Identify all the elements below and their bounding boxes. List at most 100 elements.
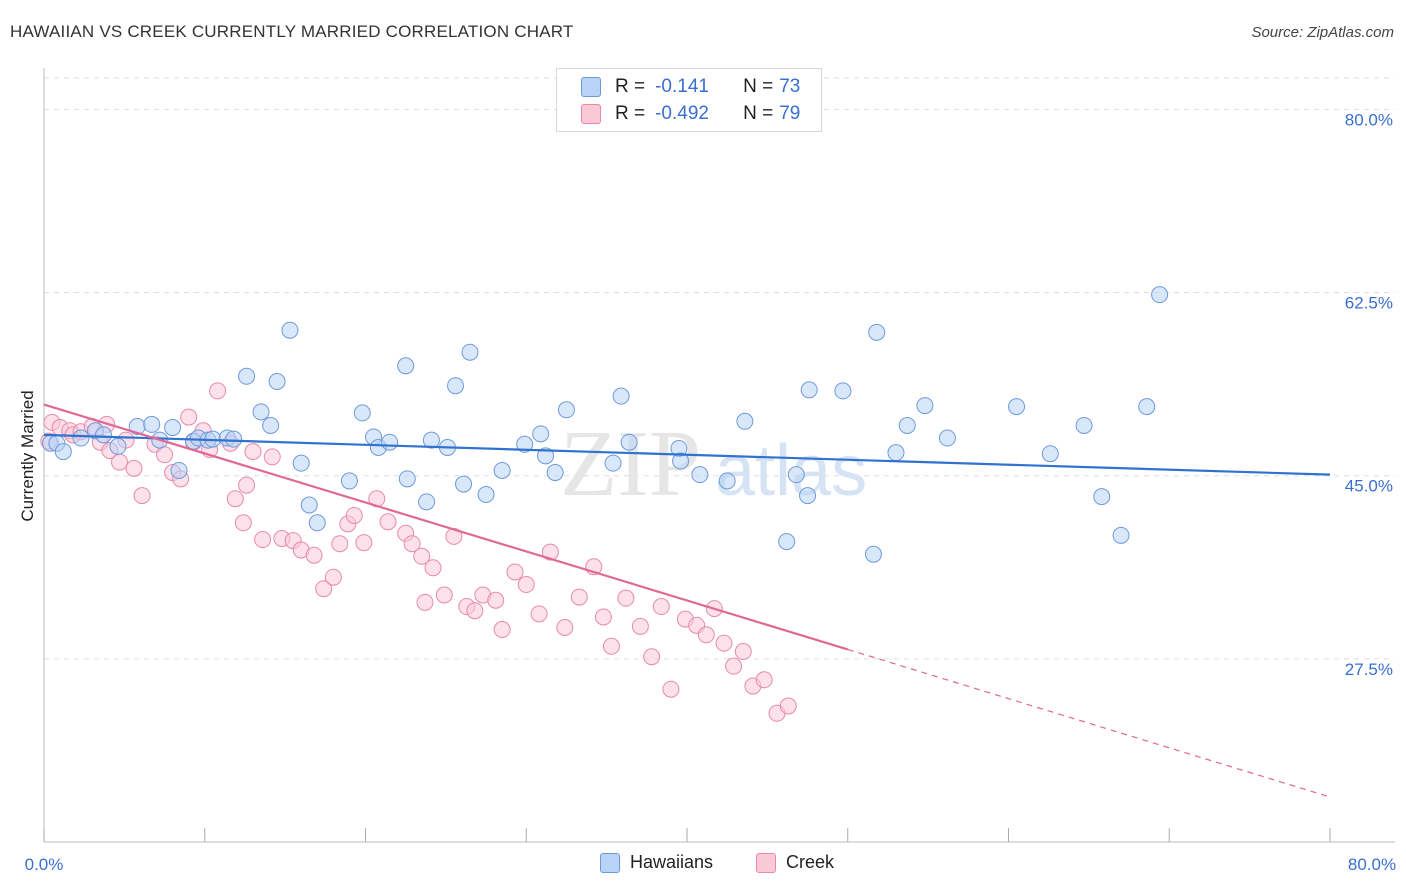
creek-point bbox=[345, 506, 363, 524]
creek-point bbox=[435, 586, 453, 604]
trend-lines bbox=[43, 403, 1331, 798]
hawaiian-point bbox=[800, 381, 818, 399]
creek-point bbox=[238, 476, 256, 494]
chart-source: Source: ZipAtlas.com bbox=[1251, 24, 1394, 41]
hawaiian-point bbox=[864, 545, 882, 563]
creek-point bbox=[156, 446, 174, 464]
hawaiian-point bbox=[736, 412, 754, 430]
hawaiian-point bbox=[225, 430, 243, 448]
hawaiian-point bbox=[397, 357, 415, 375]
hawaiian-point bbox=[353, 404, 371, 422]
hawaiian-point bbox=[1151, 286, 1169, 304]
chart-title: HAWAIIAN VS CREEK CURRENTLY MARRIED CORR… bbox=[10, 22, 574, 41]
creek-point bbox=[403, 535, 421, 553]
creek-point bbox=[556, 618, 574, 636]
hawaiian-point bbox=[1008, 398, 1026, 416]
creek-point bbox=[715, 634, 733, 652]
creek-point bbox=[662, 680, 680, 698]
y-tick-label: 62.5% bbox=[1345, 294, 1393, 313]
hawaiian-point bbox=[170, 461, 188, 479]
creek-point bbox=[643, 648, 661, 666]
hawaiian-point bbox=[778, 533, 796, 551]
legend-n-value: 79 bbox=[779, 103, 801, 124]
hawaiian-point bbox=[281, 321, 299, 339]
hawaiian-point bbox=[1041, 445, 1059, 463]
hawaiians-trend-line bbox=[43, 433, 1331, 476]
legend-row-hawaiians: R = -0.141 N = 73 bbox=[581, 74, 800, 100]
hawaiian-point bbox=[72, 429, 90, 447]
hawaiian-point bbox=[268, 373, 286, 391]
hawaiian-point bbox=[868, 323, 886, 341]
hawaiian-point bbox=[398, 470, 416, 488]
legend-row-creek: R = -0.492 N = 79 bbox=[581, 101, 800, 127]
creek-trend-extension bbox=[847, 648, 1331, 798]
creek-point bbox=[226, 490, 244, 508]
hawaiian-point bbox=[461, 343, 479, 361]
creek-point bbox=[315, 580, 333, 598]
hawaiian-point bbox=[620, 433, 638, 451]
legend-n-label: N = bbox=[743, 76, 774, 97]
creek-point bbox=[506, 563, 524, 581]
axes bbox=[43, 68, 1395, 843]
hawaiian-point bbox=[447, 377, 465, 395]
hawaiian-point bbox=[546, 464, 564, 482]
creek-point bbox=[487, 591, 505, 609]
series-legend-hawaiians[interactable]: Hawaiians bbox=[600, 852, 713, 873]
creek-point bbox=[570, 588, 588, 606]
hawaiian-point bbox=[54, 443, 72, 461]
creek-point bbox=[755, 671, 773, 689]
hawaiian-point bbox=[718, 472, 736, 490]
hawaiian-point bbox=[300, 496, 318, 514]
x-tick-label-min: 0.0% bbox=[25, 855, 64, 874]
creek-point bbox=[125, 459, 143, 477]
hawaiian-point bbox=[672, 452, 690, 470]
x-tick-label-max: 80.0% bbox=[1348, 855, 1396, 874]
creek-point bbox=[697, 626, 715, 644]
hawaiian-point bbox=[887, 444, 905, 462]
creek-point bbox=[234, 514, 252, 532]
hawaiian-point bbox=[252, 403, 270, 421]
hawaiians-points bbox=[41, 286, 1169, 563]
creek-point bbox=[541, 543, 559, 561]
creek-point bbox=[263, 448, 281, 466]
creek-point bbox=[734, 643, 752, 661]
hawaiian-point bbox=[537, 447, 555, 465]
hawaiian-point bbox=[418, 493, 436, 511]
creek-point bbox=[180, 408, 198, 426]
hawaiian-point bbox=[238, 367, 256, 385]
correlation-legend: R = -0.141 N = 73 R = -0.492 N = 79 bbox=[556, 68, 822, 132]
hawaiian-point bbox=[164, 419, 182, 437]
creek-trend-line bbox=[43, 403, 849, 651]
creek-point bbox=[254, 531, 272, 549]
hawaiian-point bbox=[1075, 416, 1093, 434]
creek-point bbox=[725, 657, 743, 675]
creek-point bbox=[305, 546, 323, 564]
legend-n-value: 73 bbox=[779, 76, 801, 97]
creek-point bbox=[530, 605, 548, 623]
hawaiian-point bbox=[477, 486, 495, 504]
legend-swatch-pink bbox=[581, 104, 601, 124]
hawaiian-point bbox=[916, 397, 934, 415]
creek-point bbox=[355, 534, 373, 552]
creek-point bbox=[652, 598, 670, 616]
hawaiian-point bbox=[340, 472, 358, 490]
hawaiian-point bbox=[938, 429, 956, 447]
hawaiian-point bbox=[557, 401, 575, 419]
hawaiian-point bbox=[308, 514, 326, 532]
hawaiian-point bbox=[898, 416, 916, 434]
series-legend-creek[interactable]: Creek bbox=[756, 852, 834, 873]
hawaiian-point bbox=[1093, 488, 1111, 506]
hawaiian-point bbox=[691, 466, 709, 484]
legend-r-label: R = bbox=[615, 103, 646, 124]
creek-point bbox=[413, 547, 431, 565]
creek-point bbox=[466, 602, 484, 620]
legend-r-label: R = bbox=[615, 76, 646, 97]
series-swatch-pink bbox=[756, 852, 776, 873]
creek-points bbox=[40, 382, 797, 722]
hawaiian-point bbox=[787, 466, 805, 484]
series-swatch-blue bbox=[600, 852, 620, 873]
creek-point bbox=[379, 513, 397, 531]
hawaiian-point bbox=[262, 416, 280, 434]
hawaiian-point bbox=[381, 433, 399, 451]
legend-r-value: -0.141 bbox=[655, 76, 709, 97]
